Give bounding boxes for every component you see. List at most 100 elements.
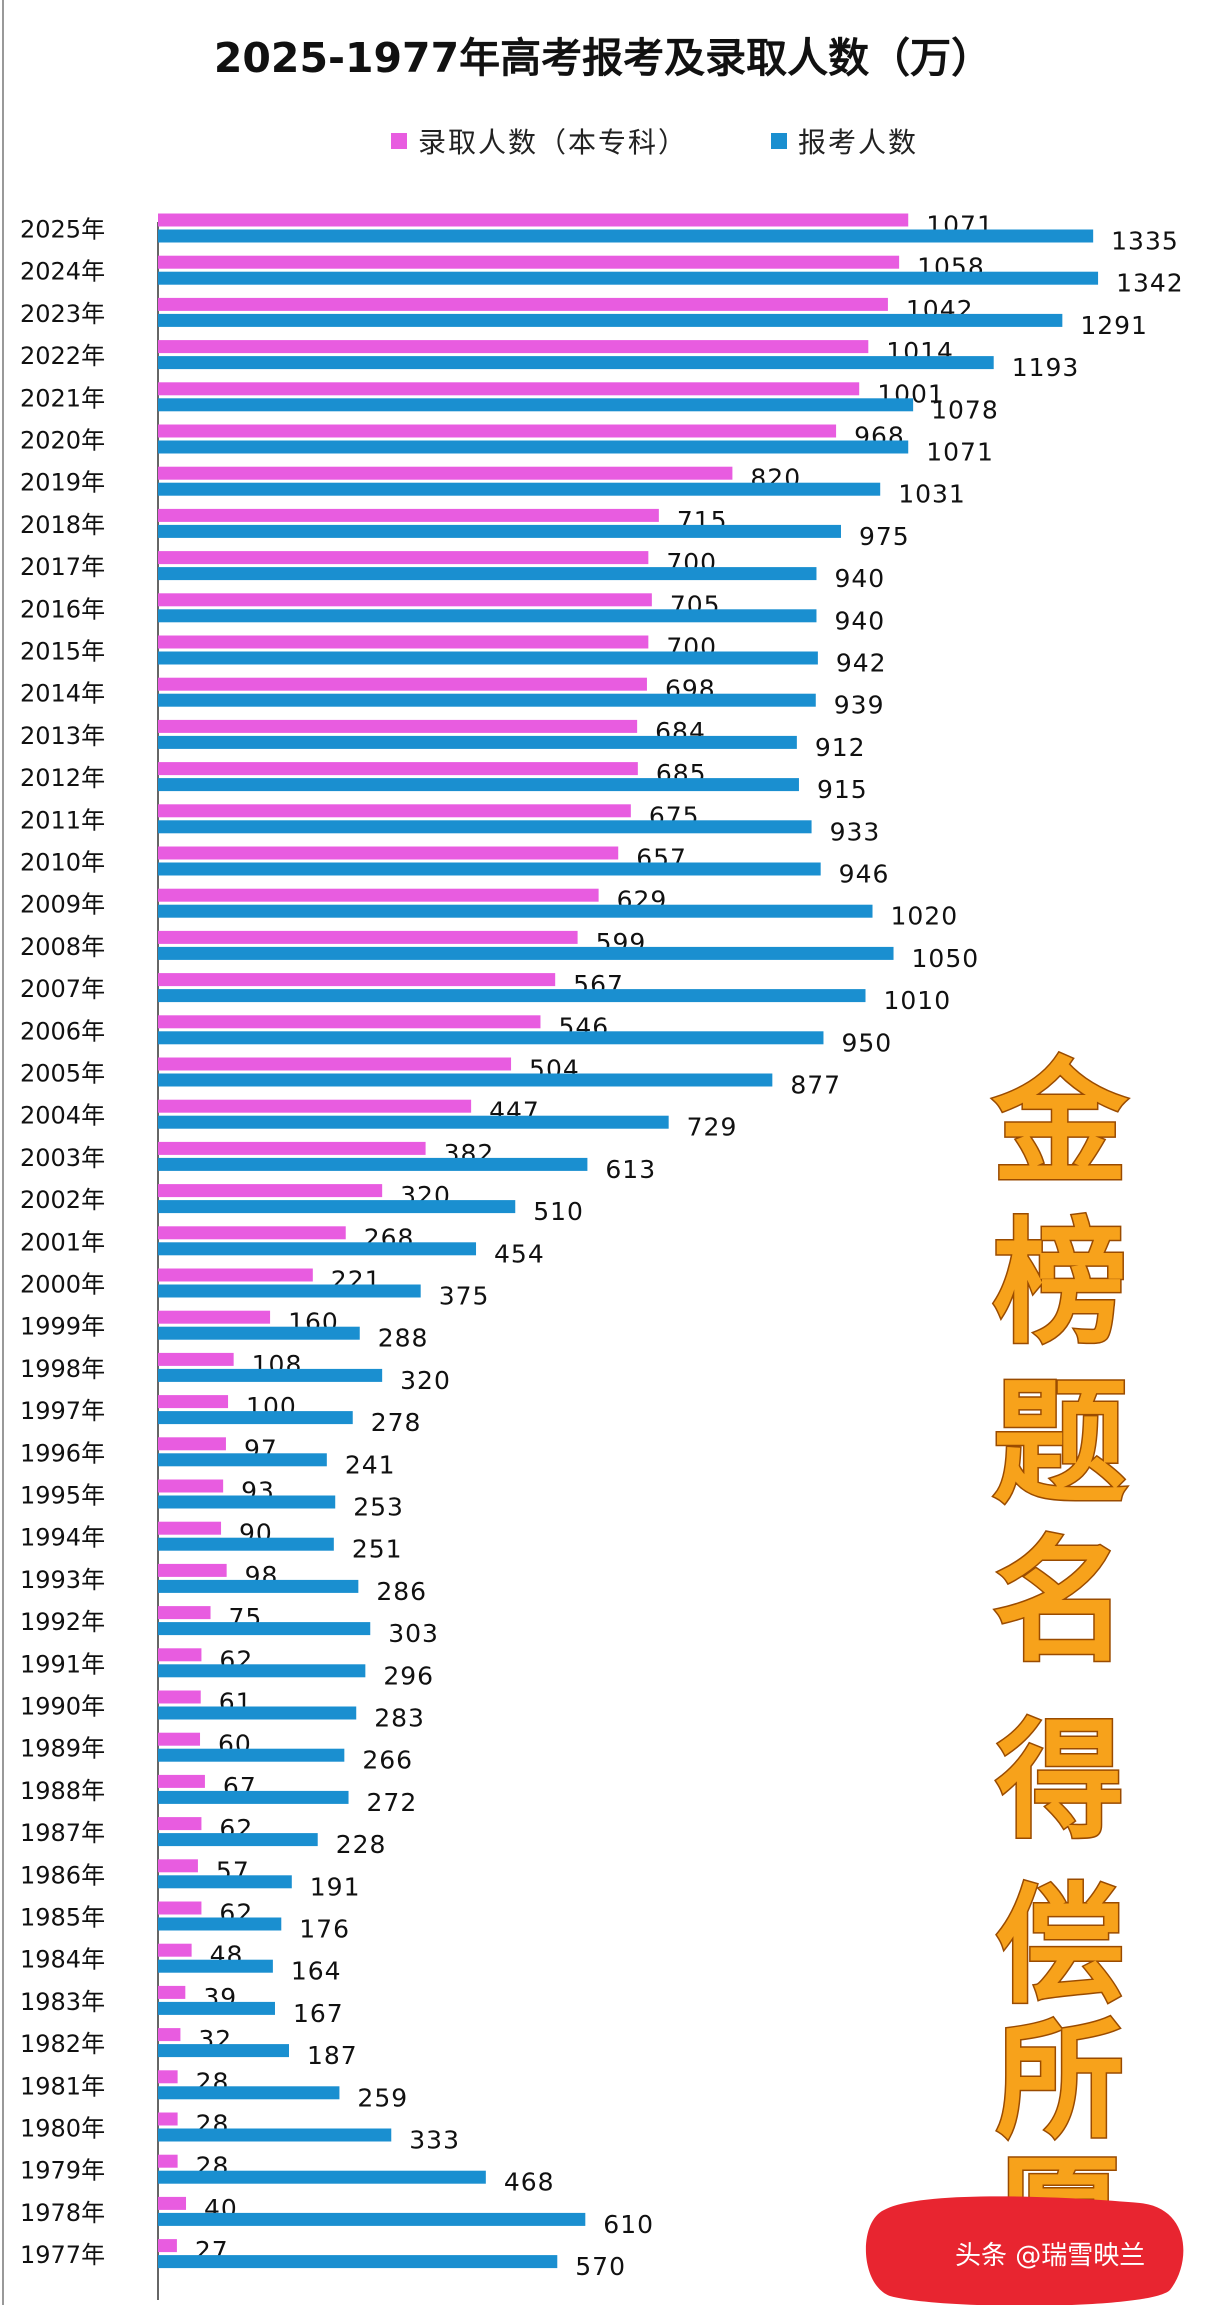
bar-applicants (158, 1031, 824, 1045)
bar-applicants (158, 1453, 327, 1467)
bar-admitted (158, 1141, 426, 1155)
bar-admitted (158, 1690, 201, 1704)
bar-admitted (158, 804, 631, 818)
bar-applicants (158, 1664, 366, 1678)
value-label-applicants: 228 (336, 1830, 387, 1859)
year-label: 2016年 (20, 595, 105, 623)
year-label: 2025年 (20, 216, 105, 244)
bar-applicants (158, 2212, 586, 2226)
year-label: 1980年 (20, 2115, 105, 2143)
bar-admitted (158, 1057, 512, 1071)
year-label: 2014年 (20, 680, 105, 708)
slogan-char: 所 (996, 2007, 1124, 2156)
bar-applicants (158, 482, 881, 496)
value-label-applicants: 241 (345, 1450, 396, 1479)
value-label-applicants: 1050 (912, 944, 980, 973)
bar-applicants (158, 398, 914, 412)
year-label: 2013年 (20, 722, 105, 750)
value-label-applicants: 164 (291, 1957, 342, 1986)
bar-applicants (158, 693, 816, 707)
bar-applicants (158, 2001, 275, 2015)
bar-applicants (158, 567, 817, 581)
year-label: 2010年 (20, 849, 105, 877)
bar-applicants (158, 1284, 421, 1298)
value-label-applicants: 613 (605, 1155, 656, 1184)
bar-applicants (158, 651, 818, 665)
year-label: 2018年 (20, 511, 105, 539)
year-label: 1988年 (20, 1777, 105, 1805)
bar-admitted (158, 635, 649, 649)
value-label-applicants: 251 (352, 1535, 403, 1564)
year-label: 1991年 (20, 1650, 105, 1678)
value-label-applicants: 167 (293, 1999, 344, 2028)
value-label-applicants: 320 (400, 1366, 451, 1395)
year-label: 2008年 (20, 933, 105, 961)
year-label: 2009年 (20, 891, 105, 919)
value-label-applicants: 1078 (931, 395, 999, 424)
bar-admitted (158, 930, 578, 944)
year-label: 1981年 (20, 2072, 105, 2100)
bar-applicants (158, 1833, 318, 1847)
bar-applicants (158, 1368, 383, 1382)
watermark-blob (866, 2196, 1184, 2305)
bar-applicants (158, 1790, 349, 1804)
bar-admitted (158, 2070, 178, 2084)
value-label-applicants: 510 (533, 1197, 584, 1226)
value-label-applicants: 942 (836, 649, 887, 678)
bar-admitted (158, 2239, 177, 2253)
year-label: 2000年 (20, 1271, 105, 1299)
value-label-applicants: 296 (383, 1661, 434, 1690)
bar-admitted (158, 2112, 178, 2126)
bar-admitted (158, 846, 619, 860)
bar-admitted (158, 1648, 202, 1662)
watermark-text: 头条 @瑞雪映兰 (955, 2241, 1145, 2271)
value-label-applicants: 333 (409, 2126, 460, 2155)
value-label-applicants: 187 (307, 2041, 358, 2070)
bar-applicants (158, 1748, 345, 1762)
value-label-applicants: 1291 (1080, 311, 1148, 340)
value-label-applicants: 259 (357, 2083, 408, 2112)
year-label: 2002年 (20, 1186, 105, 1214)
slogan-char: 金 (992, 1045, 1129, 1202)
value-label-applicants: 1031 (898, 480, 966, 509)
bar-admitted (158, 424, 837, 438)
year-label: 1999年 (20, 1313, 105, 1341)
year-label: 2022年 (20, 342, 105, 370)
year-label: 2021年 (20, 384, 105, 412)
year-label: 2003年 (20, 1144, 105, 1172)
year-label: 1987年 (20, 1819, 105, 1847)
bar-applicants (158, 1411, 353, 1425)
bar-admitted (158, 1859, 198, 1873)
year-label: 1994年 (20, 1524, 105, 1552)
year-label: 2015年 (20, 638, 105, 666)
year-label: 1978年 (20, 2199, 105, 2227)
value-label-applicants: 912 (815, 733, 866, 762)
value-label-applicants: 176 (299, 1915, 350, 1944)
bar-applicants (158, 2170, 486, 2184)
value-label-applicants: 253 (353, 1493, 404, 1522)
value-label-applicants: 286 (376, 1577, 427, 1606)
year-label: 1995年 (20, 1482, 105, 1510)
bar-applicants (158, 313, 1063, 327)
bar-admitted (158, 1226, 346, 1240)
bar-applicants (158, 2128, 392, 2142)
bar-admitted (158, 1395, 229, 1409)
value-label-applicants: 266 (362, 1746, 413, 1775)
year-label: 1986年 (20, 1861, 105, 1889)
value-label-applicants: 729 (687, 1113, 738, 1142)
value-label-applicants: 303 (388, 1619, 439, 1648)
year-label: 2024年 (20, 258, 105, 286)
bar-admitted (158, 1015, 541, 1029)
year-label: 2011年 (20, 806, 105, 834)
year-label: 1985年 (20, 1904, 105, 1932)
bar-admitted (158, 1985, 186, 1999)
value-label-applicants: 283 (374, 1704, 425, 1733)
bar-admitted (158, 888, 599, 902)
bar-applicants (158, 229, 1094, 243)
legend: 录取人数（本专科） 报考人数 (391, 126, 916, 159)
value-label-applicants: 950 (841, 1028, 892, 1057)
bar-admitted (158, 2028, 181, 2042)
chart-title: 2025-1977年高考报考及录取人数（万） (214, 34, 992, 82)
bar-admitted (158, 340, 869, 354)
